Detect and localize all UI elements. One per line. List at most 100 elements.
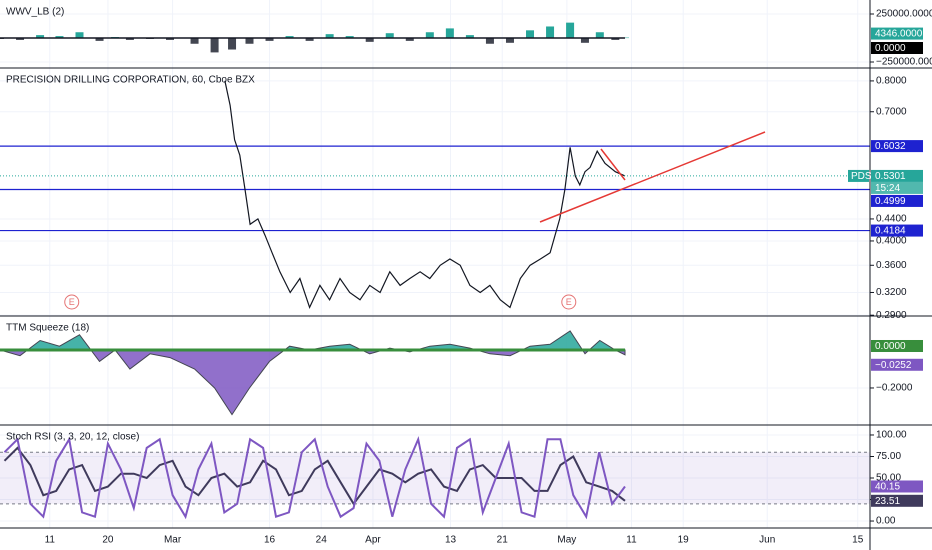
x-tick-label: 11	[45, 535, 56, 546]
value-badge-label: 23.51	[875, 496, 900, 507]
histogram-bar	[228, 37, 237, 50]
x-tick-label: 13	[445, 535, 457, 546]
x-tick-label: May	[557, 535, 576, 546]
value-badge-label: −0.0252	[875, 360, 912, 371]
histogram-bar	[55, 36, 64, 38]
event-label: E	[566, 297, 572, 307]
y-tick-label: 75.00	[876, 451, 901, 462]
y-tick-label: 50.00	[876, 473, 901, 484]
x-tick-label: 15	[852, 535, 864, 546]
value-badge-label: 40.15	[875, 482, 900, 493]
value-badge	[871, 140, 923, 153]
histogram-bar	[265, 37, 274, 41]
pane-title: Stoch RSI (3, 3, 20, 12, close)	[6, 432, 139, 443]
x-tick-label: 11	[626, 535, 637, 546]
value-badge-label: 0.6032	[875, 141, 906, 152]
x-tick-label: 21	[497, 535, 509, 546]
y-tick-label: 100.00	[876, 430, 907, 441]
value-badge	[871, 339, 923, 352]
histogram-bar	[190, 37, 199, 44]
value-badge-label: 0.4999	[875, 196, 906, 207]
labels: 11 20 Mar 16 24 Apr 13 21 May 11 19 Jun 15 WWV_LB (2)…	[6, 7, 932, 546]
histogram-bar	[36, 35, 45, 38]
value-badge-label: 0.5301	[875, 171, 906, 182]
symbol-badge	[848, 169, 869, 182]
histogram-bar	[505, 37, 514, 43]
countdown-label: 15:24	[875, 183, 900, 194]
histogram-bar	[425, 32, 434, 38]
marks	[0, 22, 870, 520]
y-tick-label: 0.3600	[876, 260, 907, 271]
histogram-bar	[405, 37, 414, 41]
y-tick-label: 0.2900	[876, 310, 907, 321]
value-badge-label: 4346.0000	[875, 29, 923, 40]
histogram-bar	[210, 37, 219, 53]
histogram-bar	[566, 22, 575, 38]
series-line	[224, 80, 626, 310]
histogram-bar	[365, 37, 374, 42]
value-badge	[871, 224, 923, 237]
histogram-bar	[385, 33, 394, 38]
histogram-bar	[125, 37, 134, 40]
value-badge	[871, 27, 923, 40]
histogram-bar	[580, 37, 589, 43]
y-tick-label: −250000.0000	[876, 57, 932, 68]
pane-title: PRECISION DRILLING CORPORATION, 60, Cboe…	[6, 75, 255, 86]
x-tick-label: Mar	[164, 535, 182, 546]
value-badge-label: 0.0000	[875, 43, 906, 54]
y-tick-label: 0.8000	[876, 76, 907, 87]
event-label: E	[69, 297, 75, 307]
histogram-bar	[245, 37, 254, 44]
histogram-bar	[325, 34, 334, 38]
histogram-bar	[75, 32, 84, 38]
value-badge	[871, 494, 923, 507]
momentum-area	[0, 330, 626, 416]
histogram-bar	[95, 37, 104, 41]
histogram-bar	[16, 37, 25, 40]
value-badge	[871, 358, 923, 371]
event-marker	[561, 294, 577, 310]
series-line	[3, 435, 626, 520]
x-tick-label: Jun	[759, 535, 775, 546]
y-tick-label: 250000.0000	[876, 9, 932, 20]
y-tick-label: 0.00	[876, 516, 896, 527]
value-badge	[871, 194, 923, 207]
histogram-bar	[345, 36, 354, 38]
value-badge	[871, 480, 923, 493]
histogram-bar	[465, 35, 474, 38]
trend-line	[600, 148, 626, 181]
histogram-bar	[445, 28, 454, 38]
value-badge	[871, 169, 923, 182]
x-tick-label: 19	[678, 535, 690, 546]
histogram-bar	[285, 36, 294, 38]
y-tick-label: −0.2000	[876, 383, 913, 394]
histogram-bar	[526, 30, 535, 38]
histogram-bar	[611, 37, 620, 40]
histogram-bar	[595, 32, 604, 38]
value-badge-label: 0.0000	[875, 341, 906, 352]
symbol-label: PDS	[851, 171, 872, 182]
y-tick-label: 0.7000	[876, 106, 907, 117]
histogram-bar	[546, 26, 555, 38]
grid	[0, 0, 870, 528]
countdown-badge	[871, 181, 923, 194]
x-tick-label: 20	[102, 535, 114, 546]
series-line	[3, 446, 626, 506]
x-tick-label: 16	[264, 535, 276, 546]
y-tick-label: 0.3200	[876, 287, 907, 298]
pane-title: WWV_LB (2)	[6, 7, 64, 18]
value-badge	[871, 41, 923, 54]
trend-line	[539, 131, 766, 223]
histogram-bar	[485, 37, 494, 44]
histogram-bar	[305, 37, 314, 41]
x-tick-label: Apr	[365, 535, 381, 546]
histogram-bar	[165, 37, 174, 40]
x-tick-label: 24	[316, 535, 328, 546]
pane-title: TTM Squeeze (18)	[6, 323, 89, 334]
y-tick-label: 0.4000	[876, 236, 907, 247]
y-tick-label: 0.4400	[876, 214, 907, 225]
event-marker	[64, 294, 80, 310]
value-badge-label: 0.4184	[875, 226, 906, 237]
